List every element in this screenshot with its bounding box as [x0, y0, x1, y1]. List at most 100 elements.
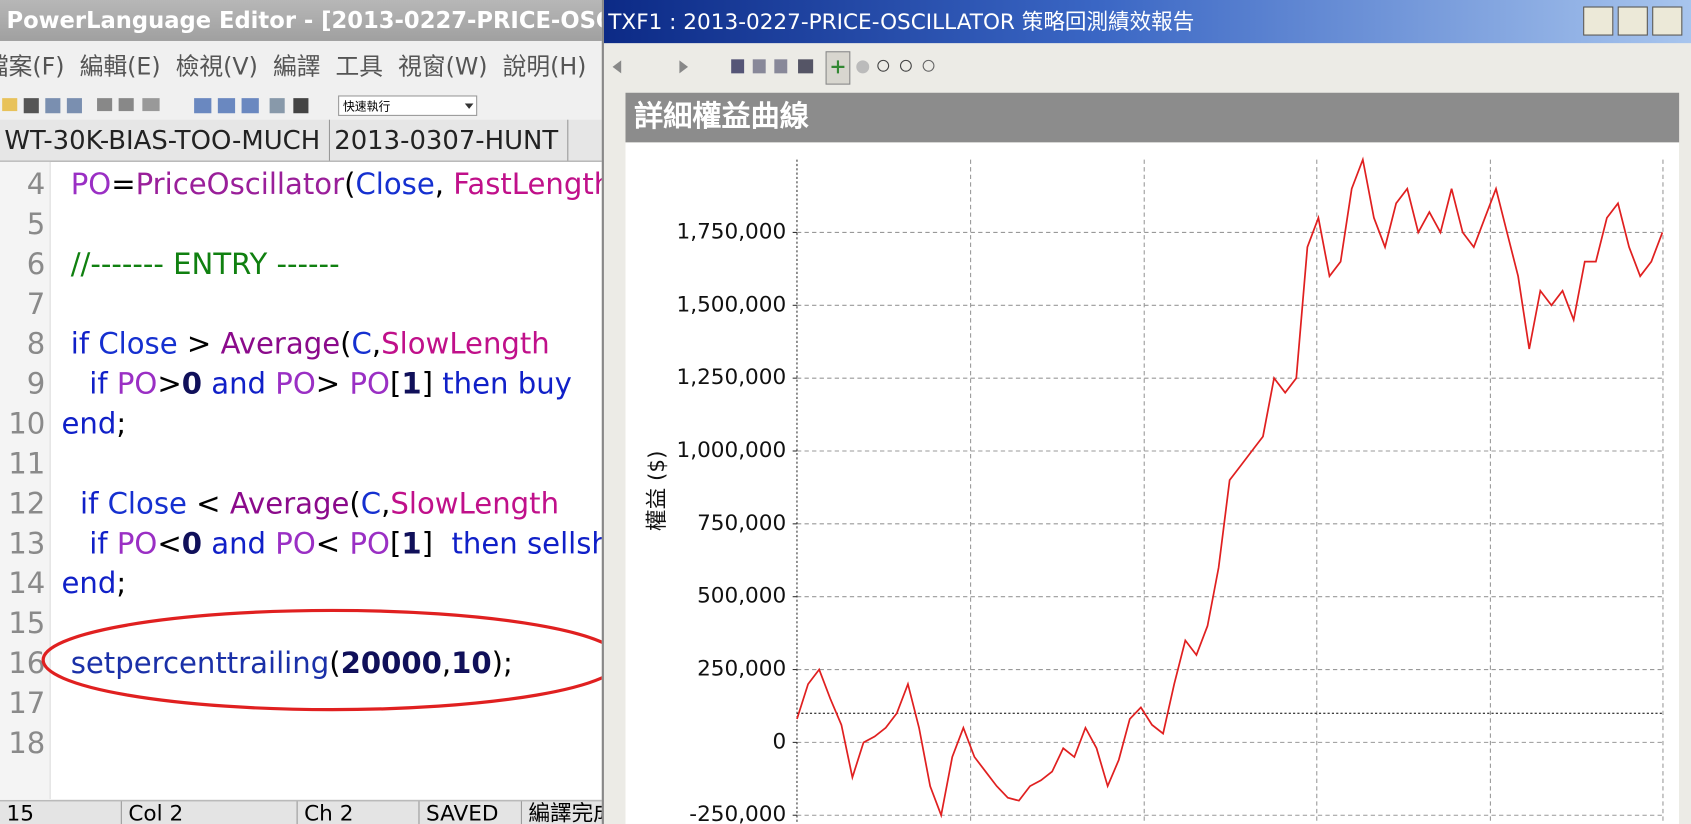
- equity-line: [796, 156, 1664, 819]
- menu-item[interactable]: 檢視(V): [175, 53, 258, 81]
- code-token: );: [491, 647, 513, 681]
- code-token: sellshort: [526, 527, 604, 561]
- icon[interactable]: [798, 59, 814, 74]
- icon[interactable]: [856, 60, 870, 74]
- icon[interactable]: [922, 59, 935, 72]
- icon[interactable]: [679, 60, 689, 74]
- icon[interactable]: [612, 60, 622, 74]
- icon[interactable]: [877, 59, 890, 72]
- dropdown[interactable]: [338, 95, 478, 116]
- code-line: //------- ENTRY ------: [61, 248, 340, 281]
- icon: [831, 60, 845, 74]
- code-token: ]: [421, 367, 443, 402]
- tab[interactable]: WT-30K-BIAS-TOO-MUCH: [0, 119, 330, 161]
- status-cell: Col 2: [122, 801, 298, 824]
- line-number: 17: [8, 687, 46, 721]
- line-number: 11: [8, 447, 46, 482]
- icon[interactable]: [774, 59, 788, 74]
- annotation-layer: [41, 608, 604, 712]
- code-token: PO: [349, 527, 390, 561]
- toolbar: 快速執行: [2, 95, 478, 116]
- y-tick-label: 0: [772, 729, 786, 754]
- line-number: 7: [26, 287, 46, 322]
- code-token: Average: [220, 327, 341, 362]
- code-token: [: [389, 527, 402, 561]
- code-token: ;: [116, 407, 127, 442]
- line-number: 8: [26, 327, 46, 362]
- icon[interactable]: [269, 98, 285, 114]
- tab[interactable]: 2013-0307-HUNT: [330, 119, 568, 161]
- code-token: C: [351, 327, 372, 362]
- code-token: then: [442, 367, 518, 402]
- icon[interactable]: [752, 59, 766, 74]
- code-token: (: [340, 327, 352, 362]
- menu-item[interactable]: 檔案(F): [0, 53, 65, 81]
- line-number: 14: [8, 567, 46, 601]
- code-token: and: [202, 367, 276, 402]
- code-line: if Close > Average(C,SlowLength: [61, 327, 550, 362]
- code-token: ,: [371, 327, 382, 362]
- code-token: ,: [381, 487, 391, 521]
- code-token: then: [451, 527, 527, 561]
- menu-item[interactable]: 說明(H): [502, 53, 587, 81]
- code-token: <: [157, 527, 182, 561]
- menu-item[interactable]: 編輯(E): [79, 53, 161, 81]
- line-number: 13: [8, 527, 46, 561]
- menu-item[interactable]: 視窗(W): [398, 53, 488, 81]
- icon[interactable]: [731, 59, 745, 74]
- window-title: TXF1 : 2013-0227-PRICE-OSCILLATOR 策略回測績效…: [603, 0, 1691, 44]
- code-token: if: [61, 527, 117, 561]
- icon[interactable]: [66, 98, 82, 114]
- code-token: ,: [441, 647, 452, 681]
- line-number: 15: [8, 607, 46, 641]
- code-token: end: [61, 407, 117, 442]
- code-token: Close: [355, 168, 435, 202]
- maximize-button[interactable]: [1617, 6, 1648, 36]
- icon[interactable]: [2, 98, 18, 112]
- line-number: 12: [8, 487, 46, 521]
- code-token: SlowLength: [390, 487, 560, 521]
- code-token: PO: [275, 367, 316, 402]
- code-line: if PO<0 and PO< PO[1] then sellshort: [61, 527, 604, 561]
- icon[interactable]: [142, 98, 160, 112]
- code-token: Close: [107, 487, 187, 521]
- y-tick-label: 1,500,000: [677, 292, 787, 317]
- code-token: Close: [98, 327, 178, 362]
- status-cell: 15: [0, 801, 122, 824]
- close-button[interactable]: [1652, 6, 1683, 36]
- line-number: 4: [26, 168, 46, 202]
- code-token: PO: [116, 527, 158, 561]
- icon[interactable]: [293, 98, 309, 114]
- code-line: if Close < Average(C,SlowLength: [61, 487, 559, 520]
- line-gutter: 4 5 6 7 8 9 10 11 12 13 14 15 16 17 18: [0, 161, 51, 800]
- code-token: and: [202, 527, 276, 561]
- code-token: PriceOscillator: [135, 168, 345, 202]
- y-tick-label: 1,750,000: [677, 219, 787, 244]
- code-line: setpercenttrailing(20000,10);: [61, 647, 513, 681]
- code-token: Average: [229, 487, 350, 521]
- menu-item[interactable]: 工具: [335, 53, 384, 81]
- code-area: 4 5 6 7 8 9 10 11 12 13 14 15 16 17 18 PO=PriceOscilla…: [0, 161, 604, 800]
- icon[interactable]: [23, 98, 39, 114]
- y-tick-label: 500,000: [697, 584, 786, 609]
- menu-item[interactable]: 編譯: [272, 53, 321, 81]
- icon[interactable]: [217, 98, 236, 114]
- icon[interactable]: [899, 59, 912, 72]
- code-token: 1: [401, 527, 422, 561]
- code-token: PO: [349, 367, 390, 402]
- icon[interactable]: [45, 98, 61, 114]
- icon[interactable]: [194, 98, 212, 114]
- code-token: FastLength: [453, 168, 604, 202]
- code-line: end;: [61, 408, 126, 441]
- line-number: 10: [8, 407, 46, 442]
- icon[interactable]: [241, 98, 259, 114]
- code-token: 1: [401, 367, 422, 402]
- icon[interactable]: [97, 98, 113, 112]
- line-number: 5: [26, 208, 46, 242]
- code-token: <: [315, 527, 350, 561]
- y-tick-label: 250,000: [697, 657, 786, 682]
- minimize-button[interactable]: [1583, 6, 1614, 36]
- icon[interactable]: [118, 98, 134, 112]
